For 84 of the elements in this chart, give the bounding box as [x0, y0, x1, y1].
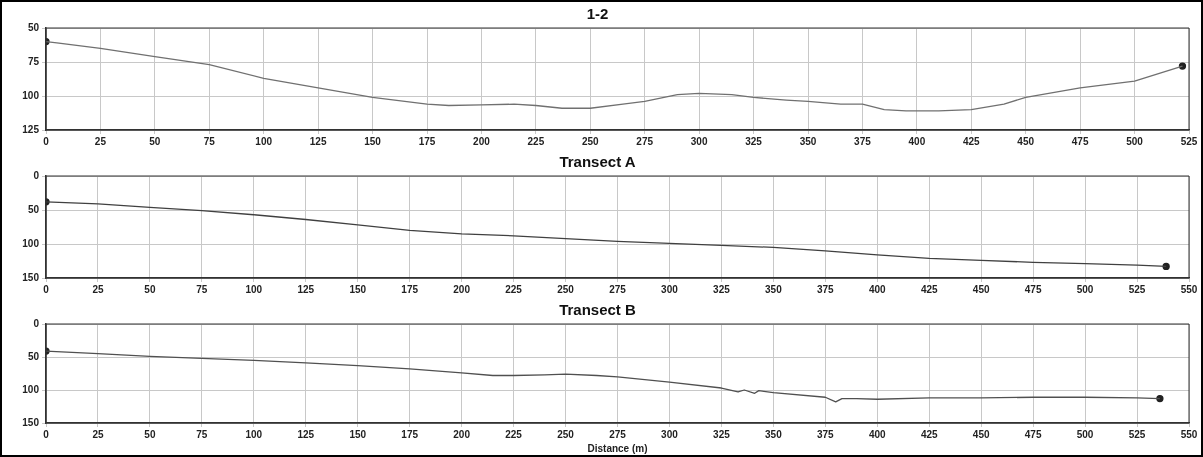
x-tick-label: 525: [1180, 135, 1198, 147]
y-tick-label: 150: [22, 416, 40, 428]
x-tick-label: 125: [297, 428, 315, 440]
chart-title: 1-2: [586, 5, 609, 23]
x-tick-label: 475: [1024, 283, 1042, 295]
x-tick-label: 525: [1128, 283, 1146, 295]
x-tick-label: 350: [765, 283, 783, 295]
x-tick-label: 100: [245, 428, 263, 440]
x-tick-label: 300: [661, 428, 679, 440]
x-tick-label: 25: [94, 135, 107, 147]
y-tick-label: 100: [22, 89, 40, 101]
y-tick-label: 100: [22, 383, 40, 395]
x-tick-label: 0: [43, 283, 50, 295]
x-tick-label: 225: [527, 135, 545, 147]
x-tick-label: 100: [255, 135, 273, 147]
y-tick-label: 150: [22, 271, 40, 283]
x-tick-label: 125: [309, 135, 327, 147]
x-tick-label: 300: [690, 135, 708, 147]
x-tick-label: 175: [401, 428, 419, 440]
x-tick-label: 425: [962, 135, 981, 147]
x-tick-label: 500: [1126, 135, 1144, 147]
x-tick-label: 200: [453, 283, 471, 295]
x-tick-label: 225: [505, 283, 523, 295]
y-tick-label: 125: [22, 123, 40, 135]
y-tick-label: 50: [27, 21, 40, 33]
x-tick-label: 75: [196, 283, 208, 295]
x-tick-label: 150: [349, 428, 367, 440]
x-tick-label: 350: [799, 135, 817, 147]
x-tick-label: 75: [203, 135, 216, 147]
chart-title: Transect B: [559, 301, 637, 319]
y-tick-label: 0: [33, 317, 40, 329]
x-tick-label: 50: [149, 135, 161, 147]
x-tick-label: 275: [609, 428, 627, 440]
x-tick-label: 50: [144, 428, 156, 440]
x-tick-label: 325: [713, 283, 731, 295]
x-tick-label: 350: [765, 428, 783, 440]
x-tick-label: 150: [364, 135, 382, 147]
x-tick-label: 275: [636, 135, 654, 147]
y-tick-label: 50: [27, 203, 40, 215]
x-tick-label: 400: [868, 428, 887, 440]
y-tick-label: 75: [27, 55, 40, 67]
x-tick-label: 250: [557, 283, 575, 295]
x-tick-label: 175: [401, 283, 419, 295]
x-tick-label: 400: [868, 283, 887, 295]
x-tick-label: 375: [816, 428, 835, 440]
x-tick-label: 425: [920, 428, 939, 440]
x-tick-label: 200: [473, 135, 491, 147]
x-tick-label: 150: [349, 283, 367, 295]
x-tick-label: 450: [1017, 135, 1035, 147]
x-tick-label: 375: [854, 135, 872, 147]
x-tick-label: 100: [245, 283, 263, 295]
x-tick-label: 0: [43, 428, 50, 440]
x-tick-label: 300: [661, 283, 679, 295]
x-tick-label: 25: [92, 283, 104, 295]
x-tick-label: 250: [581, 135, 600, 147]
x-tick-label: 375: [816, 283, 835, 295]
x-tick-label: 225: [505, 428, 523, 440]
x-tick-label: 550: [1180, 283, 1198, 295]
chart-title: Transect A: [559, 153, 636, 171]
x-tick-label: 525: [1128, 428, 1146, 440]
x-tick-label: 50: [144, 283, 156, 295]
x-tick-label: 400: [908, 135, 926, 147]
x-tick-label: 500: [1076, 428, 1094, 440]
x-tick-label: 550: [1180, 428, 1198, 440]
x-tick-label: 250: [557, 428, 575, 440]
x-tick-label: 450: [972, 428, 990, 440]
x-tick-label: 500: [1076, 283, 1094, 295]
y-tick-label: 100: [22, 237, 40, 249]
x-axis-title: Distance (m): [587, 442, 648, 454]
x-tick-label: 325: [713, 428, 731, 440]
y-tick-label: 0: [33, 169, 40, 181]
y-tick-label: 50: [27, 350, 40, 362]
x-tick-label: 75: [196, 428, 208, 440]
x-tick-label: 475: [1071, 135, 1089, 147]
x-tick-label: 275: [609, 283, 627, 295]
x-tick-label: 25: [92, 428, 104, 440]
x-tick-label: 450: [972, 283, 990, 295]
x-tick-label: 175: [418, 135, 436, 147]
x-tick-label: 325: [745, 135, 763, 147]
x-tick-label: 475: [1024, 428, 1042, 440]
x-tick-label: 200: [453, 428, 471, 440]
x-tick-label: 0: [43, 135, 50, 147]
x-tick-label: 425: [920, 283, 939, 295]
x-tick-label: 125: [297, 283, 315, 295]
